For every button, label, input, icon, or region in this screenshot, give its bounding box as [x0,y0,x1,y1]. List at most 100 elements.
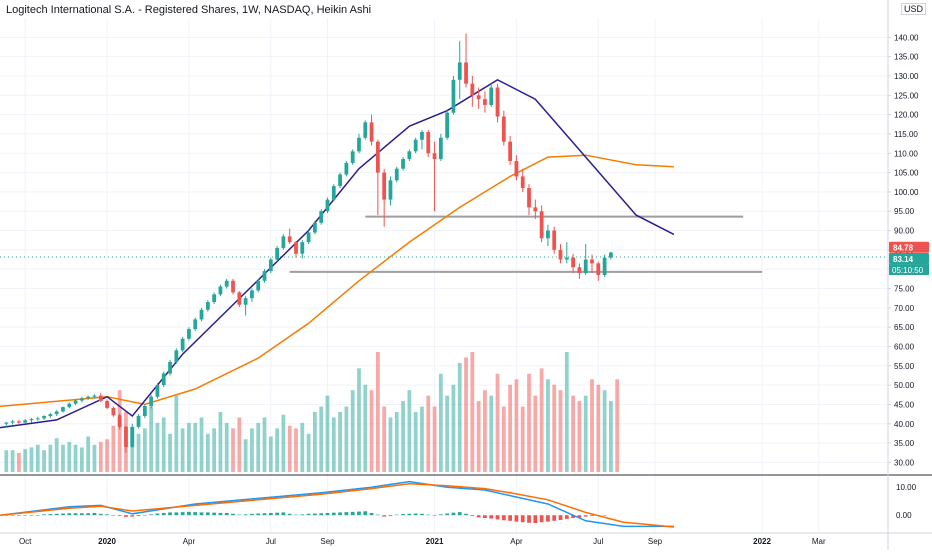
candle-body [180,338,185,351]
volume-bar [533,395,538,472]
candle [42,415,46,420]
histogram-bar [558,515,563,520]
volume-bar [483,390,487,472]
candle [546,224,550,246]
candle-body [199,309,204,320]
candle-body [17,421,21,423]
time-axis-label: 2022 [753,537,771,546]
candle-body [130,426,135,447]
histogram-bar [357,511,361,516]
horizontal-levels[interactable] [289,215,763,273]
histogram-bar [388,515,393,517]
volume-bar [105,439,109,472]
candle [300,240,305,259]
candle [275,246,279,262]
candle [413,137,418,154]
candle-body [558,249,563,260]
histogram-bar [344,512,349,516]
candle [105,399,109,410]
candle [174,348,179,364]
indicator-line-fast [0,480,674,528]
volume-bar [609,401,613,472]
candle-body [161,373,166,386]
candle-body [382,172,387,200]
volume-bar [168,433,172,472]
candle [552,226,557,254]
candle [61,406,65,413]
price-tick-label: 125.00 [894,91,919,100]
histogram-bar [571,515,575,518]
candle [67,402,72,409]
price-tick-label: 45.00 [894,400,915,409]
histogram-bar [501,515,506,521]
candle [180,336,185,353]
candle-body [489,87,494,105]
candle-body [483,99,487,105]
candle [350,149,355,165]
histogram-bar [250,513,254,516]
time-axis-label: Sep [648,537,663,546]
candle-body [218,286,223,295]
volume-bar [338,412,342,472]
candle [294,240,298,258]
histogram-bar [281,512,286,516]
volume-bar [73,444,78,472]
histogram-bar [451,512,456,516]
candle-body [243,298,248,305]
candle [558,244,563,264]
candle [514,155,519,181]
candle-body [275,247,279,260]
histogram-bar [67,513,72,516]
volume-bar [420,406,424,472]
histogram-bar [476,515,481,518]
histogram-bar [17,515,21,516]
currency-label[interactable]: USD [900,3,926,15]
histogram-bar [48,514,53,516]
volume-bar [357,368,361,472]
volume-bar [375,352,380,472]
candle [79,396,84,403]
candle [142,404,147,418]
price-tick-label: 135.00 [894,53,919,62]
candle-body [105,400,109,408]
volume-bar [583,395,588,472]
candle [155,383,160,399]
price-tick-label: 140.00 [894,33,919,42]
candle [92,394,97,399]
histogram-bar [142,515,147,516]
histogram-bar [124,515,128,517]
volume-bar [558,390,563,472]
candle-body [445,112,450,138]
candle-body [464,62,468,84]
histogram-bar [457,512,462,516]
candle [124,425,128,453]
candle-body [61,407,65,412]
volume-bar [79,447,84,472]
candle-body [325,199,330,212]
volume-bar [331,417,336,472]
histogram-bar [29,515,34,516]
candle-body [187,329,191,339]
price-tick-label: 35.00 [894,439,915,448]
volume-bar [98,442,103,472]
candle-body [413,139,418,152]
histogram-bar [268,512,273,516]
histogram-bar [470,515,475,517]
chart-title: Logitech International S.A. - Registered… [6,4,372,16]
candle [161,371,166,388]
histogram-bar [331,512,336,516]
candle-body [250,290,254,299]
candle-body [470,83,475,96]
histogram-bar [287,513,292,516]
volume-bar [520,406,525,472]
candle-body [596,263,601,275]
candle [212,292,217,304]
indicator-tick-label: 0.00 [896,511,912,520]
histogram-bar [155,513,160,516]
histogram-bar [237,514,242,516]
volume-bar [136,433,141,472]
histogram-bar [413,513,418,516]
